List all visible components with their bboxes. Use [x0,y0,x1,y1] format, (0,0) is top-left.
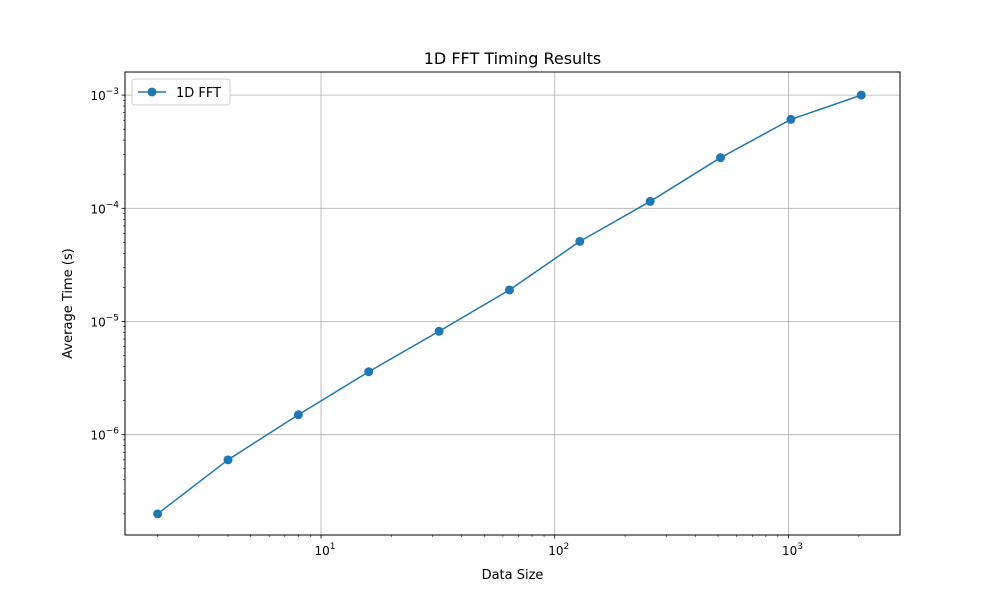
x-tick-label: 103 [782,542,803,558]
data-point [575,236,585,246]
legend: 1D FFT [131,78,231,106]
data-point [223,455,233,465]
data-point [504,285,514,295]
grid [125,72,900,535]
plot-frame [124,71,901,536]
data-point [364,367,374,377]
chart-title: 1D FFT Timing Results [424,49,601,68]
y-tick-label: 10−5 [90,314,119,330]
y-tick-label: 10−4 [90,200,119,216]
x-tick-label: 102 [548,542,569,558]
data-point [293,410,303,420]
data-point [645,196,655,206]
data-point [786,114,796,124]
x-axis-label: Data Size [482,568,544,583]
data-point [153,509,163,519]
data-point [856,90,866,100]
data-point [434,326,444,336]
legend-marker-swatch [147,87,157,97]
series-layer [153,90,866,519]
y-axis-label: Average Time (s) [61,248,76,358]
legend-entry-1d-fft: 1D FFT [176,86,221,101]
data-point [716,153,726,163]
y-tick-label: 10−3 [90,87,119,103]
y-tick-label: 10−6 [90,427,119,443]
axis-ticks: 101 102 103 10−6 10−5 10−4 10−3 [90,87,860,558]
legend-box [131,78,231,106]
x-tick-label: 101 [315,542,336,558]
